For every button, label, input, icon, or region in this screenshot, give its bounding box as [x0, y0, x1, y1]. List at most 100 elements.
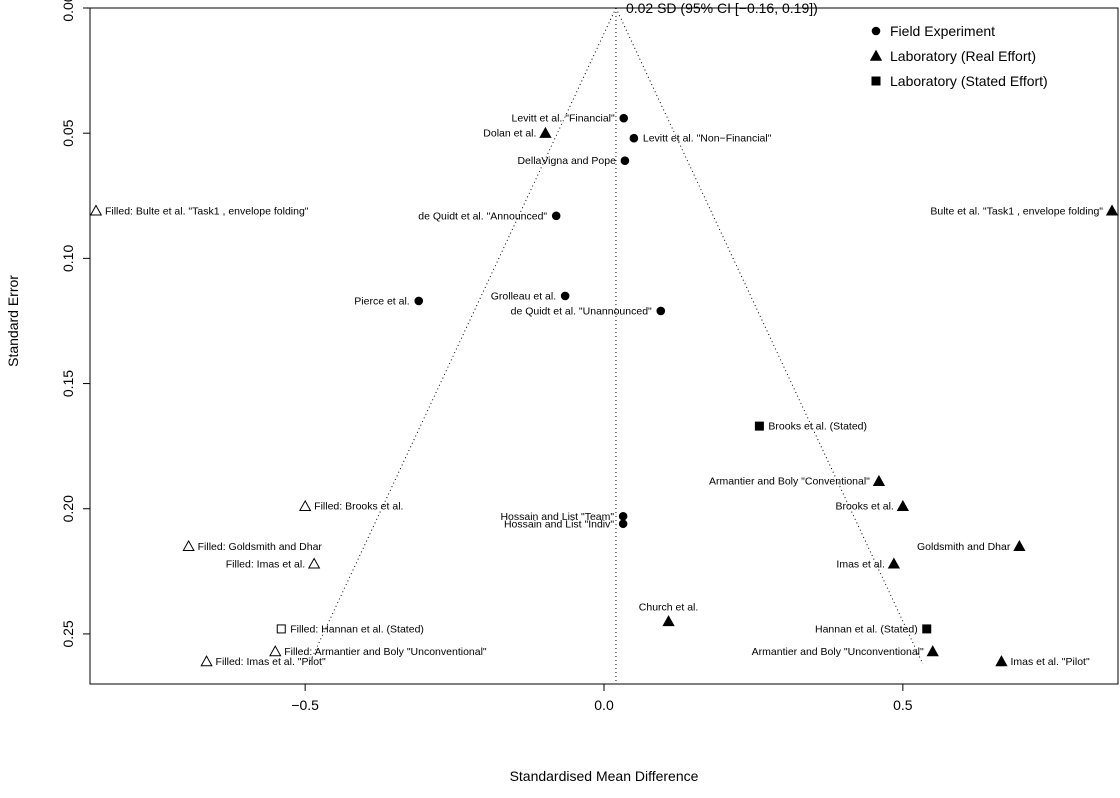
data-point: Bulte et al. "Task1 , envelope folding"	[930, 204, 1119, 217]
data-point-label: Imas et al.	[836, 558, 884, 570]
data-point: Brooks et al. (Stated)	[754, 421, 867, 433]
data-point-label: Filled: Imas et al. "Pilot"	[216, 656, 326, 668]
data-point: de Quidt et al. "Unannounced"	[511, 305, 666, 317]
data-point-label: de Quidt et al. "Unannounced"	[511, 305, 652, 317]
x-tick-label: −0.5	[291, 697, 319, 713]
point-marker-triangle	[1105, 204, 1119, 216]
data-point: Levitt et al. "Financial"	[512, 113, 629, 125]
point-marker-triangle	[995, 655, 1008, 667]
point-marker-triangle	[926, 645, 939, 657]
data-point-label: Filled: Imas et al.	[226, 558, 305, 570]
data-point-label: Levitt et al. "Financial"	[512, 113, 615, 125]
legend-label: Laboratory (Real Effort)	[890, 48, 1036, 64]
point-marker-circle	[871, 26, 881, 36]
point-marker-circle	[618, 511, 628, 521]
y-tick-label: 0.15	[60, 370, 76, 397]
funnel-left-line	[308, 7, 617, 665]
point-marker-triangle	[269, 645, 282, 657]
point-marker-square	[276, 624, 286, 634]
funnel-lines	[308, 7, 924, 684]
point-marker-circle	[619, 113, 629, 123]
y-tick-label: 0.20	[60, 495, 76, 522]
point-marker-circle	[551, 211, 561, 221]
data-point-label: Bulte et al. "Task1 , envelope folding"	[930, 205, 1103, 217]
y-tick-label: 0.05	[60, 119, 76, 146]
data-point-label: Filled: Goldsmith and Dhar	[198, 541, 323, 553]
data-point: Goldsmith and Dhar	[917, 539, 1026, 553]
point-marker-circle	[620, 156, 630, 166]
data-point: Grolleau et al.	[491, 290, 570, 302]
legend-label: Laboratory (Stated Effort)	[890, 73, 1048, 89]
point-marker-triangle	[182, 539, 195, 552]
data-point: Hannan et al. (Stated)	[815, 623, 932, 635]
point-marker-triangle	[299, 499, 312, 511]
data-point: Armantier and Boly "Unconventional"	[752, 645, 939, 658]
data-point-label: Brooks et al. (Stated)	[768, 421, 867, 433]
point-marker-triangle	[896, 499, 909, 511]
data-point: Imas et al. "Pilot"	[995, 655, 1090, 668]
data-point-label: Pierce et al.	[354, 295, 409, 307]
data-point: Levitt et al. "Non−Financial"	[629, 133, 772, 145]
data-point-label: Dolan et al.	[483, 128, 536, 140]
point-marker-square	[922, 624, 932, 634]
data-point: Armantier and Boly "Conventional"	[709, 474, 886, 488]
legend-item: Field Experiment	[871, 23, 995, 39]
data-point: Filled: Goldsmith and Dhar	[182, 539, 323, 553]
axes: −0.5 0.0 0.5 0.00 0.05 0.10 0.15 0.20 0.25	[60, 0, 1119, 713]
data-point-label: Armantier and Boly "Unconventional"	[752, 646, 924, 658]
data-point-label: Hannan et al. (Stated)	[815, 623, 918, 635]
data-point: Brooks et al.	[835, 499, 909, 513]
data-point: DellaVigna and Pope	[517, 155, 630, 167]
legend-item: Laboratory (Real Effort)	[869, 48, 1036, 64]
data-point: Filled: Imas et al. "Pilot"	[200, 655, 326, 668]
x-tick-label: 0.0	[594, 697, 614, 713]
data-point: Imas et al.	[836, 557, 901, 570]
y-tick-label: 0.00	[60, 0, 76, 22]
data-point-label: Grolleau et al.	[491, 290, 556, 302]
point-marker-triangle	[200, 655, 213, 667]
point-marker-triangle	[662, 615, 675, 627]
data-point-label: Goldsmith and Dhar	[917, 541, 1011, 553]
data-point: Filled: Imas et al.	[226, 557, 321, 570]
y-tick-label: 0.25	[60, 620, 76, 647]
point-marker-triangle	[869, 49, 883, 61]
y-tick-label: 0.10	[60, 245, 76, 272]
point-marker-square	[871, 76, 881, 86]
data-point-label: Filled: Bulte et al. "Task1 , envelope f…	[105, 205, 309, 217]
data-point-label: Armantier and Boly "Conventional"	[709, 476, 870, 488]
data-point-label: Filled: Brooks et al.	[314, 501, 403, 513]
point-marker-triangle	[887, 557, 901, 569]
data-point: Dolan et al.	[483, 126, 552, 140]
data-point: Filled: Armantier and Boly "Unconvention…	[269, 645, 487, 658]
point-marker-circle	[656, 306, 666, 316]
data-points: Levitt et al. "Financial" Dolan et al. Lev…	[89, 113, 1119, 668]
data-point-label: Filled: Armantier and Boly "Unconvention…	[284, 646, 487, 658]
data-point: Filled: Brooks et al.	[299, 499, 403, 513]
data-point-label: de Quidt et al. "Announced"	[418, 210, 547, 222]
data-point-label: Imas et al. "Pilot"	[1010, 656, 1090, 668]
point-marker-circle	[414, 296, 424, 306]
data-point-label: Levitt et al. "Non−Financial"	[643, 133, 772, 145]
data-point: de Quidt et al. "Announced"	[418, 210, 561, 222]
funnel-right-line	[615, 7, 924, 665]
data-point: Church et al.	[639, 601, 699, 627]
legend: Field Experiment Laboratory (Real Effort)…	[869, 23, 1048, 89]
point-marker-circle	[560, 291, 570, 301]
data-point: Pierce et al.	[354, 295, 424, 307]
data-point-label: Church et al.	[639, 601, 699, 613]
x-axis-title: Standardised Mean Difference	[510, 768, 699, 784]
plot-frame	[89, 7, 1119, 685]
point-marker-circle	[618, 519, 628, 529]
data-point-label: Brooks et al.	[835, 501, 893, 513]
data-point: Hossain and List "Indiv"	[504, 518, 628, 530]
data-point: Filled: Bulte et al. "Task1 , envelope f…	[89, 204, 309, 217]
data-point-label: Hossain and List "Indiv"	[504, 518, 614, 530]
point-marker-triangle	[872, 474, 886, 486]
legend-label: Field Experiment	[890, 23, 995, 39]
x-tick-label: 0.5	[893, 697, 913, 713]
point-marker-square	[754, 421, 764, 431]
data-point-label: Hossain and List "Team"	[500, 511, 614, 523]
point-marker-circle	[629, 133, 639, 143]
